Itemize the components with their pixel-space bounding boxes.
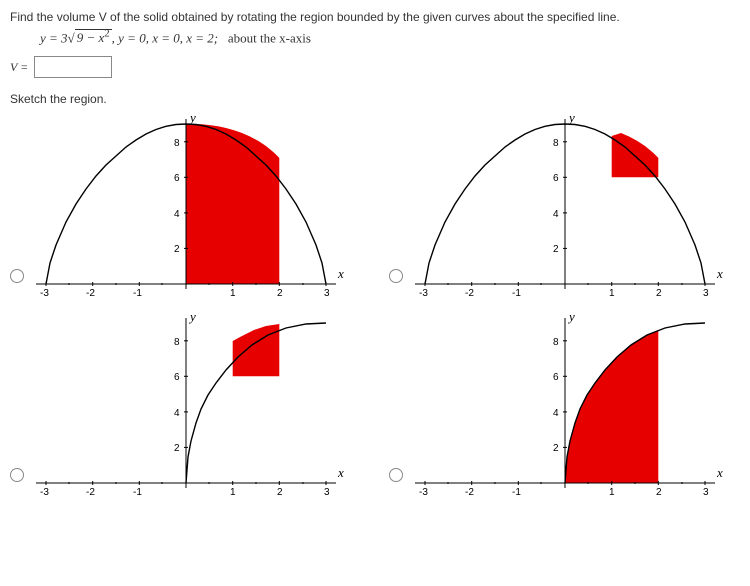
svg-text:x: x xyxy=(337,465,344,480)
svg-text:y: y xyxy=(567,313,575,324)
svg-text:x: x xyxy=(716,266,723,281)
svg-text:-2: -2 xyxy=(86,288,95,299)
svg-text:-1: -1 xyxy=(133,288,142,299)
svg-text:-2: -2 xyxy=(465,487,474,498)
svg-text:1: 1 xyxy=(230,288,236,299)
svg-text:6: 6 xyxy=(174,372,180,383)
svg-text:-2: -2 xyxy=(465,288,474,299)
plot-4: -3 -2 -1 1 2 3 2 4 6 8 x y xyxy=(405,313,725,508)
plot-option-1-radio[interactable] xyxy=(10,269,24,283)
plot-option-2-radio[interactable] xyxy=(389,269,403,283)
plot-3: -3 -2 -1 1 2 3 2 4 6 8 x y xyxy=(26,313,346,508)
svg-text:-1: -1 xyxy=(133,487,142,498)
svg-text:4: 4 xyxy=(174,209,180,220)
svg-text:2: 2 xyxy=(174,443,180,454)
svg-text:2: 2 xyxy=(553,244,559,255)
equation: y = 3√9 − x2, y = 0, x = 0, x = 2; about… xyxy=(40,28,750,46)
svg-text:-2: -2 xyxy=(86,487,95,498)
svg-text:x: x xyxy=(716,465,723,480)
svg-text:2: 2 xyxy=(277,288,283,299)
sketch-label: Sketch the region. xyxy=(10,92,750,106)
svg-text:2: 2 xyxy=(174,244,180,255)
svg-text:-1: -1 xyxy=(512,487,521,498)
plot-option-4-radio[interactable] xyxy=(389,468,403,482)
svg-text:-3: -3 xyxy=(419,487,428,498)
svg-text:8: 8 xyxy=(553,337,559,348)
svg-text:-3: -3 xyxy=(40,288,49,299)
plot-1: -3 -2 -1 1 2 3 2 4 6 8 x y xyxy=(26,114,346,309)
plot-2: -3 -2 -1 1 2 3 2 4 6 8 x y xyxy=(405,114,725,309)
volume-input[interactable] xyxy=(34,56,112,78)
plot-option-3-radio[interactable] xyxy=(10,468,24,482)
svg-text:6: 6 xyxy=(553,372,559,383)
svg-text:-1: -1 xyxy=(512,288,521,299)
svg-text:4: 4 xyxy=(174,408,180,419)
v-label: V = xyxy=(10,60,28,75)
svg-text:8: 8 xyxy=(553,138,559,149)
svg-text:2: 2 xyxy=(553,443,559,454)
svg-text:4: 4 xyxy=(553,209,559,220)
svg-text:3: 3 xyxy=(324,288,330,299)
problem-intro: Find the volume V of the solid obtained … xyxy=(10,10,750,24)
svg-text:1: 1 xyxy=(609,288,615,299)
svg-text:4: 4 xyxy=(553,408,559,419)
svg-text:-3: -3 xyxy=(419,288,428,299)
svg-text:x: x xyxy=(337,266,344,281)
svg-text:8: 8 xyxy=(174,337,180,348)
svg-text:y: y xyxy=(188,114,196,125)
svg-text:y: y xyxy=(567,114,575,125)
svg-text:2: 2 xyxy=(277,487,283,498)
svg-text:3: 3 xyxy=(703,487,709,498)
svg-text:6: 6 xyxy=(553,173,559,184)
svg-text:6: 6 xyxy=(174,173,180,184)
plot-grid: -3 -2 -1 1 2 3 2 4 6 8 x y xyxy=(10,114,750,508)
svg-text:3: 3 xyxy=(703,288,709,299)
svg-text:3: 3 xyxy=(324,487,330,498)
svg-text:8: 8 xyxy=(174,138,180,149)
svg-text:2: 2 xyxy=(656,288,662,299)
svg-text:1: 1 xyxy=(609,487,615,498)
svg-text:1: 1 xyxy=(230,487,236,498)
svg-text:-3: -3 xyxy=(40,487,49,498)
svg-text:2: 2 xyxy=(656,487,662,498)
svg-text:y: y xyxy=(188,313,196,324)
